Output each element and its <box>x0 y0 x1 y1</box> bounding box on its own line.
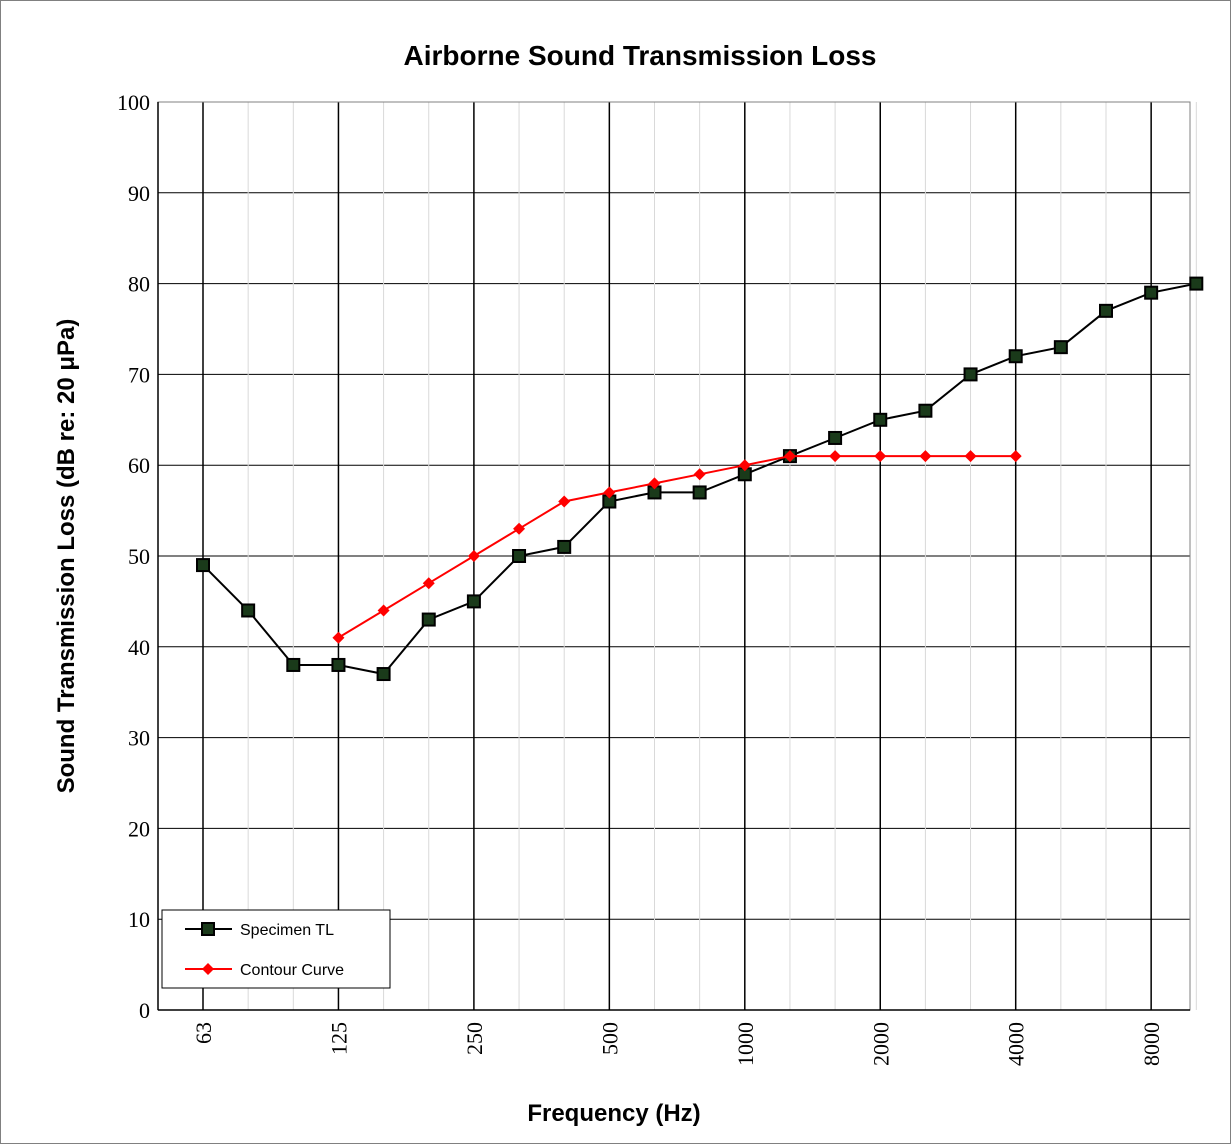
y-tick-label: 20 <box>128 816 150 841</box>
y-tick-label: 40 <box>128 635 150 660</box>
y-tick-label: 70 <box>128 362 150 387</box>
x-tick-label: 2000 <box>868 1022 893 1066</box>
x-tick-label: 500 <box>597 1022 622 1055</box>
data-point-contour-curve <box>783 450 796 463</box>
data-point-specimen-tl <box>918 403 933 418</box>
data-point-contour-curve <box>648 477 661 490</box>
x-tick-label: 8000 <box>1139 1022 1164 1066</box>
data-point-contour-curve <box>874 450 887 463</box>
data-point-specimen-tl <box>1099 303 1113 318</box>
legend-label-contour-curve: Contour Curve <box>240 962 344 979</box>
data-point-contour-curve <box>467 550 480 562</box>
data-point-specimen-tl <box>421 612 436 627</box>
data-point-specimen-tl <box>376 667 391 682</box>
data-point-contour-curve <box>693 468 706 481</box>
x-tick-label: 1000 <box>733 1022 758 1066</box>
x-tick-label: 125 <box>326 1022 351 1055</box>
y-tick-label: 10 <box>128 907 150 932</box>
grid-layer <box>158 102 1197 1010</box>
series-line-contour-curve <box>337 455 1016 639</box>
y-tick-label: 100 <box>117 90 150 115</box>
legend-marker-contour-curve <box>202 963 214 975</box>
data-point-contour-curve <box>829 450 842 463</box>
y-tick-label: 0 <box>139 998 150 1023</box>
data-point-specimen-tl <box>331 657 346 672</box>
legend-label-specimen-tl: Specimen TL <box>240 922 334 939</box>
data-point-contour-curve <box>919 450 932 463</box>
data-point-specimen-tl <box>692 485 707 500</box>
data-point-specimen-tl <box>286 657 301 672</box>
data-point-contour-curve <box>513 522 526 535</box>
x-axis-title: Frequency (Hz) <box>527 1100 700 1127</box>
chart-title: Airborne Sound Transmission Loss <box>404 40 877 71</box>
y-axis-title: Sound Transmission Loss (dB re: 20 μPa) <box>53 319 80 794</box>
data-point-specimen-tl <box>1189 276 1204 291</box>
y-tick-label: 60 <box>128 453 150 478</box>
data-point-specimen-tl <box>1053 340 1068 355</box>
y-tick-label: 90 <box>128 181 150 206</box>
data-point-contour-curve <box>603 486 616 499</box>
data-point-contour-curve <box>422 577 435 590</box>
y-tick-label: 80 <box>128 272 150 297</box>
data-point-specimen-tl <box>963 367 978 382</box>
data-point-specimen-tl <box>828 430 843 445</box>
legend-marker-specimen-tl <box>201 922 215 936</box>
data-point-contour-curve <box>964 450 977 463</box>
data-point-specimen-tl <box>1144 285 1159 300</box>
data-point-specimen-tl <box>466 594 481 609</box>
x-tick-label: 250 <box>462 1022 487 1055</box>
data-point-specimen-tl <box>241 603 256 618</box>
y-tick-label: 50 <box>128 544 150 569</box>
data-point-contour-curve <box>558 495 571 508</box>
x-tick-label: 63 <box>191 1022 216 1044</box>
data-point-specimen-tl <box>512 549 527 563</box>
axes-layer: 0 10 20 30 40 50 60 70 80 90 100 63 125 250 500 1000 200… <box>117 90 1191 1066</box>
legend: Specimen TL Contour Curve <box>161 909 391 989</box>
legend-box <box>161 909 391 989</box>
data-point-contour-curve <box>738 459 751 472</box>
data-point-contour-curve <box>377 604 390 617</box>
data-point-specimen-tl <box>196 558 210 573</box>
series-layer <box>196 276 1204 682</box>
data-point-specimen-tl <box>873 412 888 427</box>
data-point-contour-curve <box>1009 450 1022 463</box>
x-tick-label: 4000 <box>1004 1022 1029 1066</box>
data-point-contour-curve <box>332 631 345 644</box>
y-tick-label: 30 <box>128 726 150 751</box>
data-point-specimen-tl <box>557 539 572 554</box>
data-point-specimen-tl <box>1008 349 1023 364</box>
